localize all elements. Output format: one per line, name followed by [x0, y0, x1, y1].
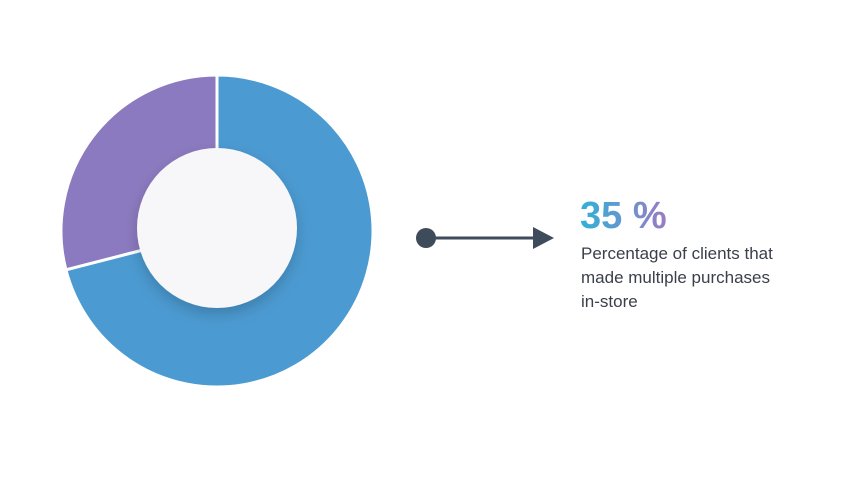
callout-text: made multiple purchases [581, 268, 770, 287]
arrow-head [533, 227, 554, 249]
donut-hole [137, 148, 297, 308]
callout-text: Percentage of clients that [581, 244, 773, 263]
callout-text: in-store [581, 292, 638, 311]
callout-figure: 35 % [580, 195, 667, 237]
arrow-dot [416, 228, 436, 248]
